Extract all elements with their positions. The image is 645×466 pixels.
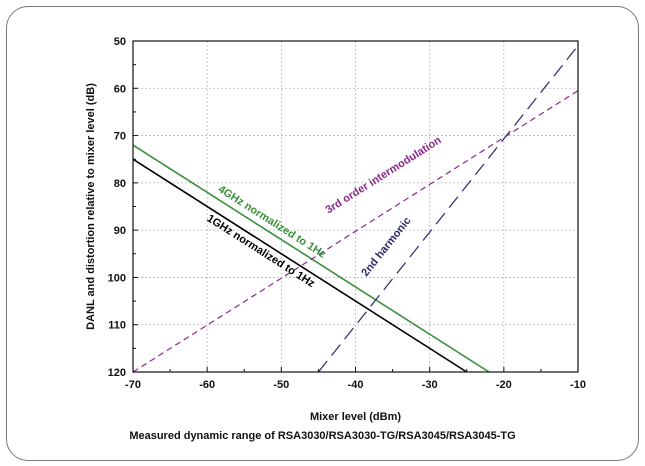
chart-frame <box>6 6 639 461</box>
series-4ghz-line <box>132 144 490 373</box>
x-tick-label: -60 <box>199 379 215 391</box>
y-tick-label: 70 <box>114 131 126 143</box>
x-tick-label: -30 <box>422 379 438 391</box>
x-tick-label: -40 <box>348 379 364 391</box>
y-axis-title: DANL and distortion relative to mixer le… <box>85 83 97 330</box>
series-1ghz-line <box>132 158 468 373</box>
y-tick-label: 110 <box>108 320 126 332</box>
y-tick-label: 90 <box>114 225 126 237</box>
label-second-harmonic: 2nd harmonic <box>359 215 413 279</box>
y-tick-label: 50 <box>114 36 126 48</box>
x-tick-label: -10 <box>570 379 586 391</box>
x-tick-label: -20 <box>496 379 512 391</box>
y-tick-label: 120 <box>108 367 126 379</box>
y-tick-label: 60 <box>114 83 126 95</box>
axis-ticks: -70 -60 -50 -40 -30 -20 -10 50 60 70 80 90 100 110 120 <box>108 36 586 391</box>
x-axis-title: Mixer level (dBm) <box>310 411 401 423</box>
label-third-order: 3rd order intermodulation <box>324 134 444 216</box>
y-tick-label: 80 <box>114 178 126 190</box>
chart-caption: Measured dynamic range of RSA3030/RSA303… <box>129 430 516 442</box>
grid <box>133 41 578 372</box>
y-tick-label: 100 <box>108 272 126 284</box>
series-third-order-line <box>132 90 579 373</box>
series-lines <box>132 45 579 373</box>
x-tick-label: -50 <box>273 379 289 391</box>
x-tick-label: -70 <box>125 379 141 391</box>
series-second-harmonic-line <box>317 45 579 373</box>
